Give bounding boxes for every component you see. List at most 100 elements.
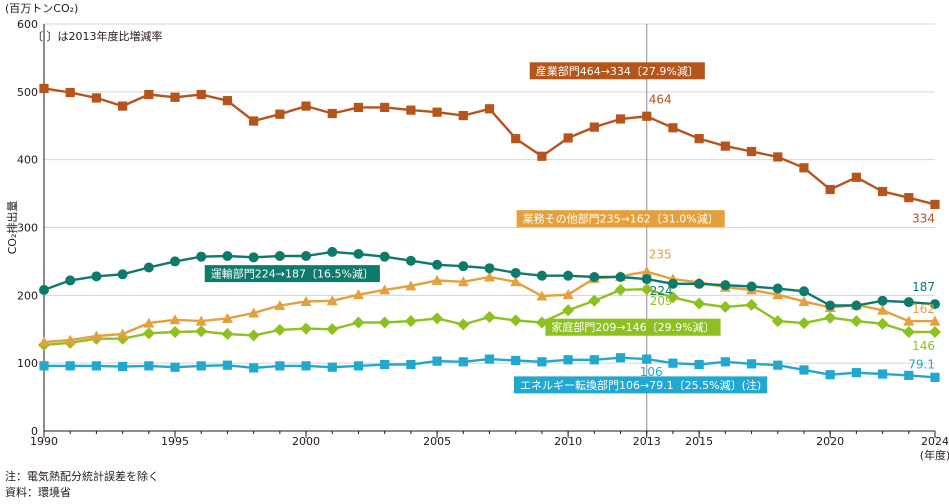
y-tick-label: 0 bbox=[31, 425, 38, 438]
x-tick-label: 2005 bbox=[423, 435, 451, 448]
data-point bbox=[91, 93, 102, 103]
series-energy bbox=[39, 353, 940, 382]
data-point bbox=[509, 314, 522, 327]
series-name-energy: エネルギー転換部門106→79.1〔25.5%減〕(注) bbox=[520, 378, 761, 392]
data-point bbox=[39, 361, 49, 371]
data-point bbox=[483, 311, 496, 324]
y-tick-label: 200 bbox=[17, 289, 38, 302]
data-point bbox=[904, 370, 914, 380]
data-point bbox=[537, 357, 547, 367]
data-point bbox=[772, 283, 783, 294]
data-point bbox=[458, 110, 468, 121]
series-label-box bbox=[204, 265, 380, 283]
x-tick-label: 2010 bbox=[554, 435, 582, 448]
data-point bbox=[90, 330, 102, 341]
series-label-household: 家庭部門209→146〔29.9%減〕 bbox=[545, 318, 721, 336]
series-label-box bbox=[545, 318, 721, 336]
data-point bbox=[458, 261, 469, 272]
data-point bbox=[118, 101, 128, 111]
data-point bbox=[404, 315, 417, 328]
data-point bbox=[484, 104, 495, 114]
data-point bbox=[797, 317, 810, 330]
x-tick-label: 2020 bbox=[816, 435, 844, 448]
data-point bbox=[694, 134, 704, 144]
data-point bbox=[851, 368, 861, 378]
series-label-transport: 運輸部門224→187〔16.5%減〕 bbox=[204, 265, 380, 283]
data-point bbox=[222, 250, 233, 261]
data-point bbox=[825, 370, 835, 380]
data-point bbox=[118, 361, 128, 372]
data-point bbox=[615, 272, 626, 283]
data-point bbox=[170, 256, 181, 267]
data-point bbox=[511, 355, 521, 366]
data-point bbox=[745, 298, 758, 311]
data-point bbox=[248, 307, 260, 318]
data-point bbox=[641, 266, 653, 277]
data-point bbox=[196, 89, 206, 100]
data-point bbox=[746, 146, 757, 157]
data-point bbox=[773, 152, 783, 162]
data-point bbox=[825, 300, 836, 311]
x-tick-label: 1990 bbox=[30, 435, 58, 448]
data-point bbox=[327, 362, 337, 372]
data-point bbox=[273, 323, 286, 336]
x-tick-label: 2013 bbox=[633, 435, 661, 448]
series-name-industry: 産業部門464→334〔27.9%減〕 bbox=[536, 64, 699, 78]
data-point bbox=[535, 316, 548, 329]
series-name-transport: 運輸部門224→187〔16.5%減〕 bbox=[211, 267, 374, 281]
data-point bbox=[640, 283, 653, 296]
data-point bbox=[195, 315, 207, 326]
data-point bbox=[615, 114, 626, 124]
data-point bbox=[615, 353, 626, 363]
series-household bbox=[38, 283, 941, 351]
data-point bbox=[746, 281, 757, 292]
data-point bbox=[799, 163, 809, 173]
gridlines bbox=[44, 23, 935, 431]
data-point bbox=[667, 278, 678, 289]
data-point bbox=[536, 270, 547, 281]
data-point bbox=[851, 172, 861, 182]
series-transport bbox=[39, 246, 940, 311]
data-point bbox=[589, 355, 599, 365]
data-point bbox=[720, 141, 730, 151]
data-point bbox=[196, 251, 207, 262]
data-point bbox=[930, 199, 940, 210]
series-label-commercial: 業務その他部門235→162〔31.0%減〕 bbox=[516, 210, 725, 228]
data-point bbox=[91, 361, 102, 371]
data-point bbox=[457, 318, 470, 331]
data-point bbox=[694, 278, 705, 289]
co2-emissions-line-chart: 0 100 200 300 400 500 600 1990 1995 2000 2005 2010 2… bbox=[5, 2, 949, 462]
data-point bbox=[170, 92, 180, 102]
data-point bbox=[353, 361, 364, 371]
data-point bbox=[798, 286, 809, 297]
data-point bbox=[877, 186, 888, 197]
data-point bbox=[144, 89, 154, 100]
data-point bbox=[851, 300, 862, 311]
data-point bbox=[431, 274, 443, 285]
data-point bbox=[352, 316, 365, 329]
data-point bbox=[117, 328, 129, 339]
data-point bbox=[405, 255, 416, 266]
value-label-end-household: 146 bbox=[912, 339, 935, 353]
data-point bbox=[589, 272, 600, 283]
data-point bbox=[196, 361, 206, 371]
data-point bbox=[484, 271, 495, 282]
data-point bbox=[693, 297, 706, 310]
data-point bbox=[301, 361, 311, 371]
data-point bbox=[614, 283, 627, 296]
series-label-box bbox=[529, 62, 705, 80]
data-point bbox=[877, 295, 888, 306]
data-point bbox=[589, 122, 599, 132]
value-label-2013-household: 209 bbox=[650, 294, 673, 308]
data-point bbox=[536, 290, 548, 301]
data-point bbox=[275, 361, 285, 371]
data-point bbox=[274, 250, 285, 261]
data-point bbox=[38, 336, 50, 347]
data-point bbox=[877, 369, 888, 379]
data-point bbox=[301, 101, 311, 111]
data-point bbox=[431, 312, 444, 325]
data-point bbox=[930, 372, 940, 382]
data-point bbox=[353, 248, 364, 259]
data-point bbox=[39, 284, 49, 295]
value-label-end-commercial: 162 bbox=[912, 302, 935, 316]
